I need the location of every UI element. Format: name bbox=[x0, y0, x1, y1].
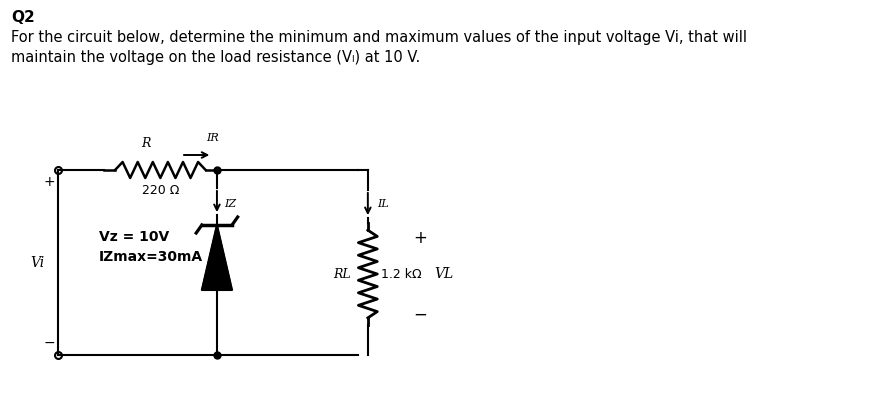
Text: IR: IR bbox=[206, 133, 219, 143]
Text: RL: RL bbox=[333, 268, 351, 280]
Text: +: + bbox=[413, 229, 426, 247]
Text: Vi: Vi bbox=[30, 256, 45, 270]
Text: −: − bbox=[413, 306, 426, 324]
Text: VL: VL bbox=[434, 267, 453, 281]
Text: IL: IL bbox=[377, 199, 389, 209]
Text: Vz = 10V: Vz = 10V bbox=[99, 230, 169, 244]
Text: 220 Ω: 220 Ω bbox=[142, 184, 179, 197]
Text: 1.2 kΩ: 1.2 kΩ bbox=[381, 268, 422, 280]
Text: −: − bbox=[43, 336, 55, 350]
Text: IZmax=30mA: IZmax=30mA bbox=[99, 250, 203, 264]
Text: IZ: IZ bbox=[225, 199, 237, 208]
Polygon shape bbox=[202, 225, 232, 290]
Text: For the circuit below, determine the minimum and maximum values of the input vol: For the circuit below, determine the min… bbox=[12, 30, 747, 45]
Text: Q2: Q2 bbox=[12, 10, 35, 25]
Text: maintain the voltage on the load resistance (Vₗ) at 10 V.: maintain the voltage on the load resista… bbox=[12, 50, 420, 65]
Text: +: + bbox=[43, 175, 55, 189]
Text: R: R bbox=[142, 137, 151, 150]
